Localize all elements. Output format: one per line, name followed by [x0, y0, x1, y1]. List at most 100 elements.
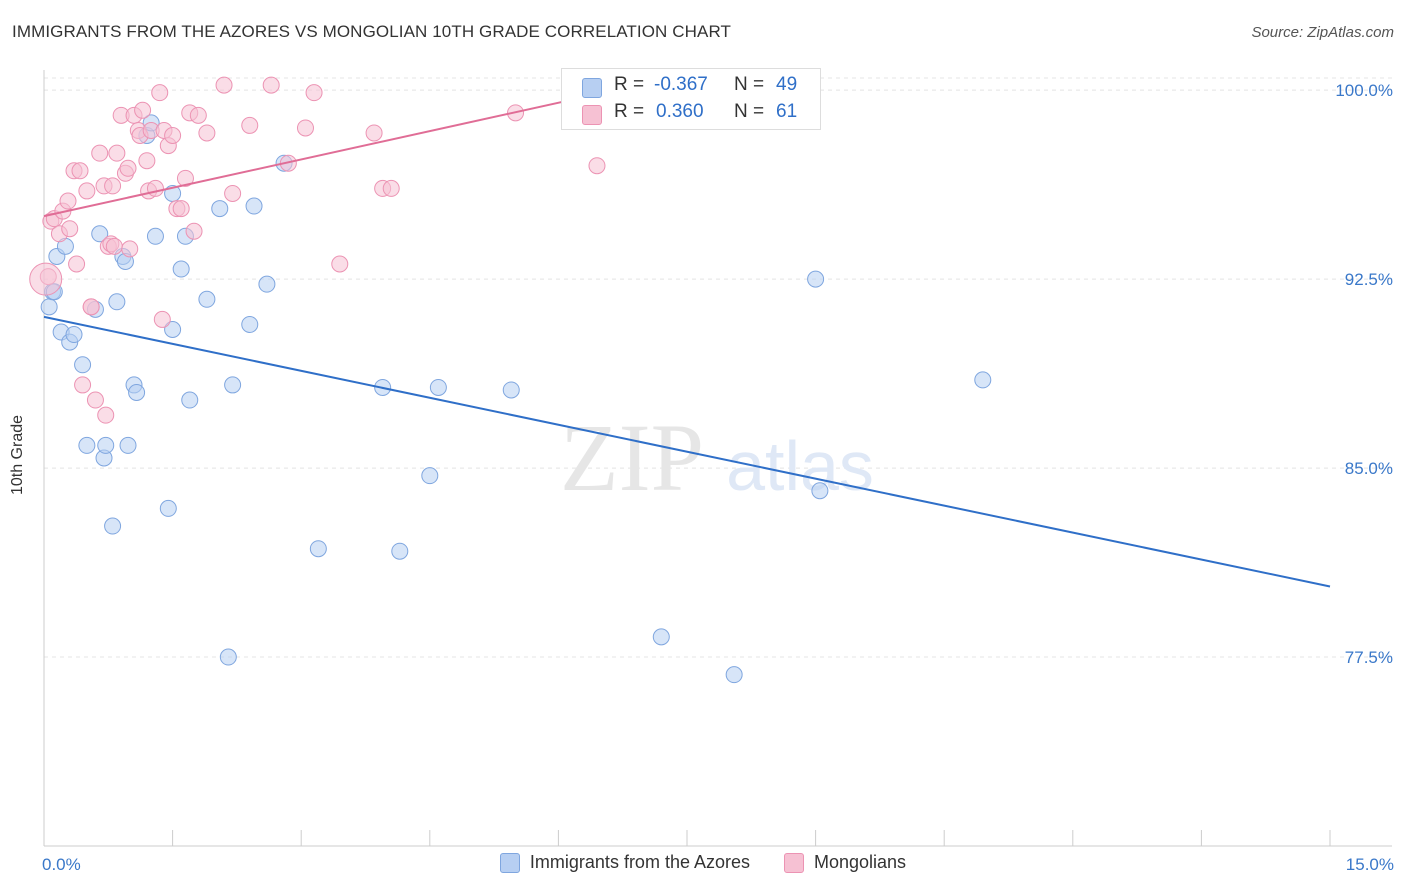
azores-point-7 — [74, 356, 92, 374]
mongolians-point-11 — [78, 182, 96, 200]
y-tick-label-0: 100.0% — [1335, 81, 1393, 100]
azores-point-42 — [502, 381, 520, 399]
mongolians-point-60 — [82, 298, 100, 316]
mongolians-point-5 — [59, 192, 77, 210]
mongolians-point-45 — [198, 124, 216, 142]
mongolians-point-47 — [224, 184, 242, 202]
mongolians-point-49 — [262, 76, 280, 94]
gridlines — [44, 77, 1392, 658]
mongolians-point-29 — [134, 101, 152, 119]
mongolians-point-38 — [164, 127, 182, 145]
azores-point-26 — [172, 260, 190, 278]
azores-point-0 — [40, 298, 58, 316]
mongolians-point-6 — [61, 220, 79, 238]
azores-point-31 — [219, 648, 237, 666]
x-tick-label-1: 15.0% — [1346, 855, 1394, 874]
azores-point-6 — [65, 326, 83, 344]
mongolians-n-label: N = — [734, 101, 765, 122]
mongolians-swatch — [582, 105, 602, 125]
azores-point-39 — [391, 542, 409, 560]
mongolians-point-48 — [241, 116, 259, 134]
mongolians-point-43 — [185, 222, 203, 240]
azores-point-19 — [128, 383, 146, 401]
azores-point-41 — [429, 378, 447, 396]
azores-point-8 — [78, 436, 96, 454]
azores-point-13 — [104, 517, 122, 535]
azores-point-33 — [241, 315, 259, 333]
legend-swatch-azores — [499, 852, 520, 873]
azores-point-40 — [421, 467, 439, 485]
azores-point-17 — [119, 436, 137, 454]
azores-point-22 — [146, 227, 164, 245]
mongolians-point-54 — [365, 124, 383, 142]
mongolians-r-label: R = — [614, 101, 645, 122]
mongolians-point-34 — [151, 84, 169, 102]
stats-row-azores: R = -0.367 N = 49 — [562, 74, 820, 102]
azores-point-46 — [811, 482, 829, 500]
trend-lines — [43, 94, 1331, 588]
azores-trend-line — [43, 315, 1331, 588]
azores-point-23 — [164, 321, 182, 339]
mongolians-point-59 — [29, 262, 63, 296]
mongolians-point-41 — [176, 169, 194, 187]
azores-point-47 — [974, 371, 992, 389]
mongolians-point-53 — [331, 255, 349, 273]
data-points — [29, 76, 992, 684]
legend-item-azores[interactable]: Immigrants from the Azores — [499, 852, 750, 873]
mongolians-point-16 — [97, 406, 115, 424]
azores-point-32 — [224, 376, 242, 394]
azores-point-37 — [309, 540, 327, 558]
mongolians-trend-line — [43, 94, 593, 218]
bottom-legend: Immigrants from the Azores Mongolians — [0, 852, 1406, 873]
mongolians-point-20 — [105, 237, 123, 255]
y-tick-label-2: 85.0% — [1345, 459, 1393, 478]
azores-point-30 — [211, 200, 229, 218]
legend-label-azores: Immigrants from the Azores — [529, 852, 750, 872]
azores-point-34 — [245, 197, 263, 215]
mongolians-point-46 — [215, 76, 233, 94]
stats-row-mongolians: R = 0.360 N = 61 — [562, 101, 820, 129]
azores-point-45 — [807, 270, 825, 288]
azores-point-12 — [97, 436, 115, 454]
x-tick-label-0: 0.0% — [42, 855, 81, 874]
chart-title: IMMIGRANTS FROM THE AZORES VS MONGOLIAN … — [12, 22, 731, 41]
mongolians-point-58 — [588, 157, 606, 175]
azores-point-28 — [181, 391, 199, 409]
mongolians-point-24 — [119, 159, 137, 177]
azores-point-43 — [652, 628, 670, 646]
azores-r-label: R = — [614, 74, 645, 95]
tick-labels: 100.0% 92.5% 85.0% 77.5% 0.0% 15.0% — [42, 81, 1394, 874]
watermark-zip: ZIP — [560, 404, 704, 511]
azores-n-label: N = — [734, 74, 765, 95]
axes — [43, 70, 1392, 847]
mongolians-point-8 — [68, 255, 86, 273]
azores-point-29 — [198, 290, 216, 308]
mongolians-point-21 — [108, 144, 126, 162]
legend-label-mongolians: Mongolians — [814, 852, 907, 872]
legend-item-mongolians[interactable]: Mongolians — [784, 852, 906, 873]
azores-r-value: -0.367 — [654, 74, 708, 95]
mongolians-point-14 — [91, 144, 109, 162]
mongolians-r-value: 0.360 — [656, 101, 704, 122]
mongolians-point-40 — [172, 200, 190, 218]
mongolians-point-44 — [189, 106, 207, 124]
mongolians-point-33 — [146, 179, 164, 197]
mongolians-point-10 — [74, 376, 92, 394]
source-credit: Source: ZipAtlas.com — [1251, 24, 1394, 41]
azores-point-24 — [159, 499, 177, 517]
azores-swatch — [582, 78, 602, 98]
mongolians-n-value: 61 — [776, 101, 798, 122]
mongolians-point-30 — [138, 152, 156, 170]
azores-point-14 — [108, 293, 126, 311]
azores-point-44 — [725, 666, 743, 684]
mongolians-point-9 — [71, 162, 89, 180]
mongolians-point-52 — [305, 84, 323, 102]
stats-legend: R = -0.367 N = 49 R = 0.360 N = 61 — [561, 68, 821, 130]
watermark-atlas: atlas — [726, 427, 874, 505]
legend-swatch-mongolians — [784, 852, 804, 873]
mongolians-point-51 — [296, 119, 314, 137]
watermark: ZIP atlas — [560, 404, 874, 511]
mongolians-point-56 — [382, 179, 400, 197]
mongolians-point-25 — [121, 240, 139, 258]
